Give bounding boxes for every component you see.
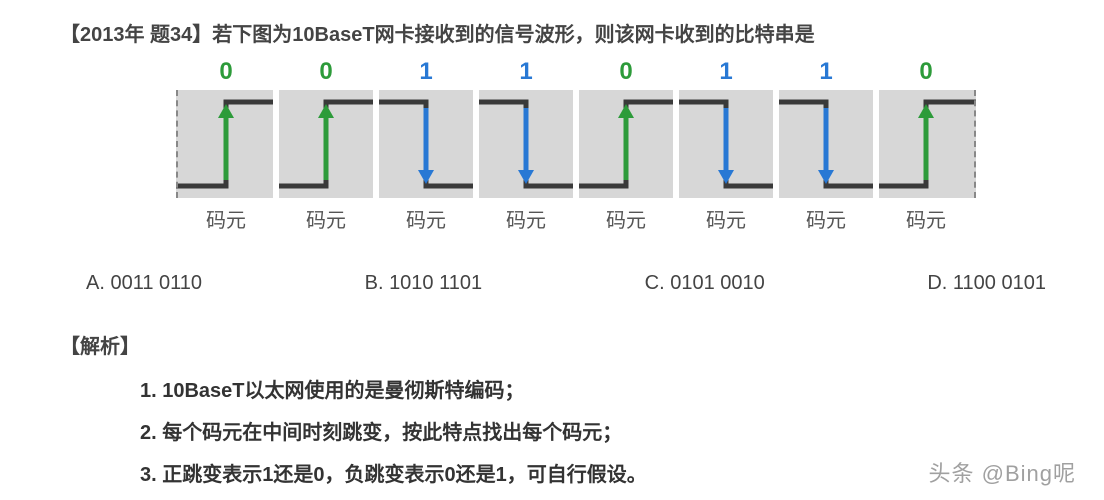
bit-value: 1 — [476, 58, 576, 90]
answer-options: A. 0011 0110 B. 1010 1101 C. 0101 0010 D… — [86, 272, 1046, 295]
signal-area — [176, 90, 976, 198]
cell-label: 码元 — [776, 198, 876, 238]
up-arrow-icon — [318, 104, 334, 184]
option-c: C. 0101 0010 — [645, 272, 765, 295]
cell-label: 码元 — [276, 198, 376, 238]
up-arrow-icon — [218, 104, 234, 184]
down-arrow-icon — [818, 104, 834, 184]
down-arrow-icon — [418, 104, 434, 184]
bit-value-row: 00110110 — [176, 58, 976, 90]
bit-value: 0 — [876, 58, 976, 90]
up-arrow-icon — [618, 104, 634, 184]
bit-value: 1 — [776, 58, 876, 90]
cell-label-row: 码元码元码元码元码元码元码元码元 — [176, 198, 976, 238]
option-b: B. 1010 1101 — [365, 272, 483, 295]
cell-label: 码元 — [576, 198, 676, 238]
bit-value: 0 — [576, 58, 676, 90]
down-arrow-icon — [718, 104, 734, 184]
analysis-item: 3. 正跳变表示1还是0，负跳变表示0还是1，可自行假设。 — [140, 454, 647, 496]
down-arrow-icon — [518, 104, 534, 184]
analysis-item: 2. 每个码元在中间时刻跳变，按此特点找出每个码元； — [140, 412, 647, 454]
question-text: 【2013年 题34】若下图为10BaseT网卡接收到的信号波形，则该网卡收到的… — [60, 18, 815, 47]
analysis-heading: 【解析】 — [60, 330, 140, 359]
cell-label: 码元 — [476, 198, 576, 238]
bit-value: 1 — [676, 58, 776, 90]
cell-label: 码元 — [376, 198, 476, 238]
waveform-diagram: 00110110 码元码元码元码元码元码元码元码元 — [176, 58, 976, 238]
up-arrow-icon — [918, 104, 934, 184]
cell-label: 码元 — [676, 198, 776, 238]
cell-label: 码元 — [176, 198, 276, 238]
option-a: A. 0011 0110 — [86, 272, 202, 295]
option-d: D. 1100 0101 — [927, 272, 1046, 295]
analysis-list: 1. 10BaseT以太网使用的是曼彻斯特编码； 2. 每个码元在中间时刻跳变，… — [140, 370, 647, 496]
cell-label: 码元 — [876, 198, 976, 238]
watermark: 头条 @Bing呢 — [929, 456, 1076, 488]
bit-value: 0 — [276, 58, 376, 90]
bit-value: 0 — [176, 58, 276, 90]
bit-value: 1 — [376, 58, 476, 90]
analysis-item: 1. 10BaseT以太网使用的是曼彻斯特编码； — [140, 370, 647, 412]
